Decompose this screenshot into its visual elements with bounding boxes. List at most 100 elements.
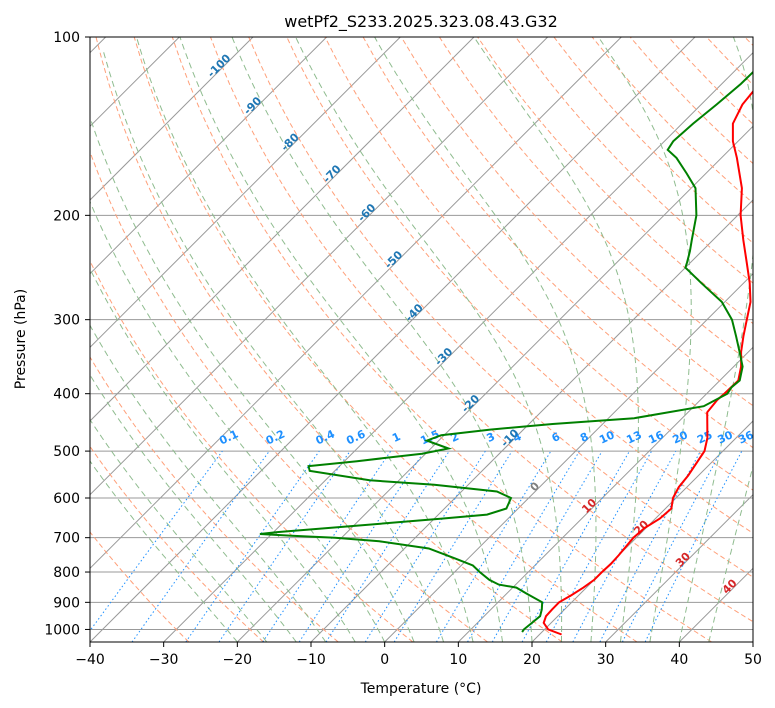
dry-adiabat-line <box>133 37 638 642</box>
isotherm-line <box>457 346 753 642</box>
isotherm-label: -40 <box>403 301 426 324</box>
chart-title: wetPf2_S233.2025.323.08.43.G32 <box>284 12 558 32</box>
dry-adiabat-line <box>248 37 753 578</box>
dry-adiabat-line <box>477 37 753 325</box>
moist-adiabat-line <box>473 37 639 642</box>
isotherm-label: 30 <box>673 549 693 569</box>
mixing-ratio-line <box>185 450 320 642</box>
dry-adiabat-line <box>171 37 712 642</box>
x-tick-label: 50 <box>744 652 762 668</box>
mixing-ratio-line <box>298 450 425 642</box>
isotherm-label: -100 <box>205 51 234 80</box>
isotherm-line <box>163 51 753 642</box>
y-tick-label: 600 <box>53 491 80 507</box>
axes-ticks: −40 −30 −20 −10 0 10 20 30 40 50 100 200 300 400 500 60… <box>44 30 762 668</box>
dry-adiabat-line <box>90 150 488 642</box>
y-tick-label: 300 <box>53 313 80 329</box>
dry-adiabat-line <box>90 356 339 642</box>
isotherm-label: -70 <box>320 162 343 185</box>
isotherm-label: -30 <box>432 345 455 368</box>
x-tick-label: 30 <box>597 652 615 668</box>
y-tick-label: 700 <box>53 531 80 547</box>
isotherm-line <box>90 37 401 349</box>
x-tick-label: 0 <box>380 652 389 668</box>
isotherm-line <box>605 493 753 642</box>
dry-adiabat-line <box>706 37 753 86</box>
isotherm-line <box>384 272 753 642</box>
isotherm-label: -60 <box>355 201 378 224</box>
mixing-ratio-label: 0.6 <box>344 427 367 447</box>
x-tick-label: −20 <box>223 652 253 668</box>
moist-adiabat-line <box>90 324 327 642</box>
dry-adiabat-line <box>362 37 753 449</box>
dry-adiabat-line <box>324 37 753 491</box>
moist-adiabat-line <box>90 418 268 642</box>
isotherm-label: -10 <box>498 426 521 449</box>
y-tick-label: 500 <box>53 444 80 460</box>
moist-adiabat-line <box>90 373 297 642</box>
mixing-ratio-label: 25 <box>695 428 714 446</box>
isotherm-label: -80 <box>279 130 302 153</box>
mixing-ratio-label: 0.1 <box>217 427 240 447</box>
y-tick-label: 900 <box>53 595 80 611</box>
isotherm-line <box>90 37 328 275</box>
moist-adiabat-line <box>90 267 356 642</box>
y-tick-label: 800 <box>53 565 80 581</box>
moist-adiabat-line <box>136 37 474 642</box>
y-tick-label: 1000 <box>44 622 80 638</box>
isotherm-label: -20 <box>459 392 482 415</box>
mixing-ratio-label: 16 <box>646 428 666 446</box>
isotherm-label: -90 <box>241 94 264 117</box>
x-tick-label: 40 <box>670 652 688 668</box>
mixing-ratio-label: 10 <box>597 428 617 446</box>
dry-adiabat-line <box>210 37 753 623</box>
isotherm-line <box>90 37 622 570</box>
dry-adiabat-line <box>95 37 563 642</box>
mixing-ratio-line <box>90 450 223 632</box>
dry-adiabat-line <box>400 37 753 407</box>
skewt-profiles <box>259 70 753 636</box>
isotherm-line <box>310 199 753 642</box>
moist-adiabat-line <box>90 460 238 642</box>
mixing-ratio-line <box>545 450 653 642</box>
dewpoint-profile-line <box>259 70 753 633</box>
dry-adiabat-line <box>90 531 190 642</box>
isotherm-line <box>90 37 475 422</box>
dry-adiabat-line <box>744 37 753 47</box>
moist-adiabat-line <box>678 37 753 642</box>
mixing-ratio-line <box>393 450 513 642</box>
mixing-ratio-label: 30 <box>716 428 736 446</box>
moist-adiabat-line <box>231 37 533 642</box>
mixing-ratio-line <box>644 450 743 642</box>
isotherm-label: 10 <box>579 496 599 516</box>
x-tick-label: −10 <box>296 652 326 668</box>
moist-adiabat-line <box>374 37 597 642</box>
mixing-ratio-label: 13 <box>624 428 643 446</box>
isotherm-line <box>752 641 753 642</box>
isotherm-line <box>90 37 696 642</box>
isotherm-line <box>531 420 753 642</box>
x-tick-label: 10 <box>449 652 467 668</box>
moist-adiabat-line <box>90 115 415 642</box>
dry-adiabat-line <box>515 37 753 284</box>
isotherm-line <box>90 37 254 201</box>
dry-adiabat-line <box>90 259 414 642</box>
isotherm-label: -50 <box>382 248 405 271</box>
mixing-ratio-line <box>131 450 270 642</box>
dry-adiabat-line <box>90 445 264 642</box>
y-axis-label: Pressure (hPa) <box>13 289 29 389</box>
dry-adiabat-line <box>553 37 753 244</box>
x-tick-label: 20 <box>523 652 541 668</box>
moist-adiabat-line <box>708 464 753 642</box>
mixing-ratio-line <box>218 450 351 642</box>
y-tick-label: 400 <box>53 387 80 403</box>
moist-adiabat-line <box>597 37 692 642</box>
mixing-ratio-label: 1 <box>390 430 402 445</box>
mixing-ratio-label: 36 <box>736 428 756 446</box>
mixing-ratio-label: 0.2 <box>264 427 287 447</box>
moist-adiabat-line <box>102 49 445 642</box>
isotherm-line <box>90 37 549 496</box>
mixing-ratio-line <box>325 450 450 642</box>
skewt-background-lines <box>90 37 753 642</box>
